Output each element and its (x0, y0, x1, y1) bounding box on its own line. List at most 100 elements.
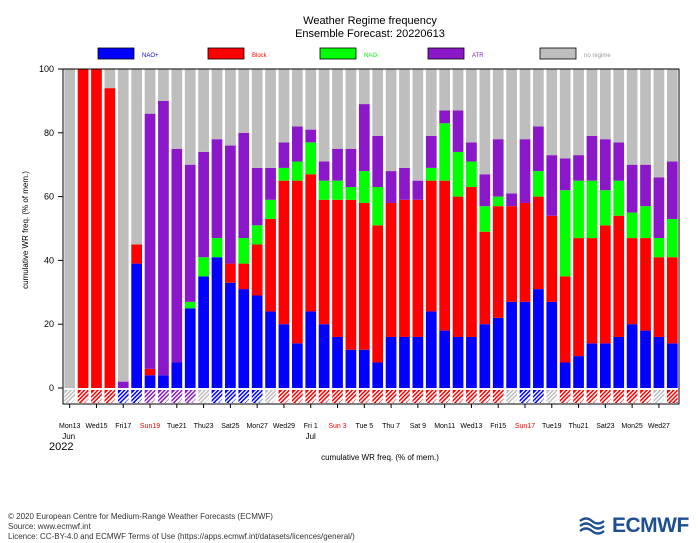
x-tick-label: Sat25 (221, 423, 239, 430)
bar-nao- (291, 161, 303, 181)
bar-nao- (425, 311, 437, 388)
x-tick-label: Wed13 (460, 423, 482, 430)
bar-atr (399, 167, 410, 200)
bar-block (318, 199, 330, 325)
bar-atr (626, 164, 638, 213)
bar-atr (144, 113, 156, 369)
bar-nao- (452, 336, 464, 388)
regime-marker (417, 389, 456, 404)
bar-atr (305, 129, 317, 143)
plot-area (55, 68, 697, 410)
bar-no-regime (519, 69, 531, 140)
bar-nao- (198, 276, 209, 388)
bar-atr (653, 177, 665, 239)
footer-copyright: © 2020 European Centre for Medium-Range … (8, 512, 273, 521)
y-axis-label: cumulative WR freq. (% of mem.) (21, 171, 30, 289)
bar-no-regime (305, 69, 317, 130)
bar-block (599, 225, 611, 344)
bar-atr (211, 139, 223, 239)
bar-atr (506, 193, 517, 207)
ecmwf-logo: ECMWF (578, 514, 689, 538)
ecmwf-wave-icon (579, 517, 605, 535)
x-axis: Mon13 Wed15 Fri17 Sun19 Tue21 Thu23 Sat25 Mon27… (49, 404, 670, 453)
bar-nao- (599, 343, 611, 388)
bar-nao- (305, 311, 317, 388)
bar-nao- (171, 362, 183, 388)
bar-atr (452, 110, 464, 152)
bar-nao- (158, 375, 169, 388)
bar-block (653, 257, 665, 337)
bar-block (372, 225, 384, 363)
bar-atr (372, 135, 384, 188)
x-tick-label: Thu21 (569, 423, 589, 430)
bar-block (291, 180, 303, 344)
bar-block (77, 69, 89, 388)
x-tick-label: Sun17 (515, 423, 535, 430)
footer-licence: Licence: CC-BY-4.0 and ECMWF Terms of Us… (8, 532, 355, 541)
bar-atr (225, 145, 236, 264)
bar-nao- (345, 187, 357, 200)
bar-atr (492, 139, 504, 197)
bar-block (399, 199, 410, 337)
bar-no-regime (345, 69, 357, 149)
bar-nao- (265, 311, 276, 388)
bar-nao- (466, 336, 477, 388)
bar-block (546, 215, 558, 302)
y-tick-label: 100 (39, 64, 54, 74)
bar-nao- (626, 212, 638, 239)
x-tick-label: Thu 7 (382, 423, 400, 430)
bar-atr (533, 126, 544, 172)
y-tick-label: 60 (44, 192, 54, 202)
legend-label: NAO- (364, 53, 379, 59)
legend: NAO+ Block NAO- ATR no regime (97, 47, 611, 60)
bar-nao- (291, 343, 303, 388)
x-axis-label: cumulative WR freq. (% of mem.) (321, 453, 439, 462)
bar-atr (599, 139, 611, 191)
x-tick-label: Sat23 (596, 423, 614, 430)
bar-atr (479, 174, 491, 207)
bar-no-regime (666, 69, 678, 162)
bar-nao- (345, 349, 357, 388)
footer: © 2020 European Centre for Medium-Range … (8, 512, 355, 542)
regime-marker (658, 389, 697, 404)
logo-text: ECMWF (612, 514, 689, 537)
bar-nao- (184, 308, 196, 388)
bar-block (412, 199, 424, 337)
bar-nao- (479, 324, 491, 388)
bar-no-regime (184, 69, 196, 165)
bar-atr (466, 142, 477, 162)
bar-atr (425, 135, 437, 168)
bar-nao- (559, 362, 571, 388)
bar-atr (345, 148, 357, 188)
bar-nao- (318, 324, 330, 388)
bar-nao- (211, 238, 223, 258)
bar-nao- (439, 123, 451, 181)
bar-nao- (425, 167, 437, 181)
bar-block (425, 180, 437, 312)
bar-no-regime (546, 69, 558, 156)
bar-nao- (519, 301, 531, 388)
bar-block (104, 88, 116, 388)
bar-no-regime (559, 69, 571, 159)
bar-no-regime (332, 69, 343, 149)
bar-no-regime (452, 69, 464, 111)
bar-nao- (198, 257, 209, 277)
bar-nao- (613, 180, 625, 216)
bar-nao- (599, 190, 611, 226)
bar-nao- (358, 349, 370, 388)
bar-nao- (144, 375, 156, 388)
bar-block (131, 244, 143, 264)
bar-atr (439, 110, 451, 124)
bar-nao- (399, 336, 410, 388)
x-tick-label: Wed27 (648, 423, 670, 430)
x-tick-label: Sun19 (140, 423, 160, 430)
bar-no-regime (653, 69, 665, 178)
bar-nao- (466, 161, 477, 188)
bar-nao- (492, 196, 504, 207)
bar-no-regime (586, 69, 598, 136)
bar-no-regime (506, 69, 517, 194)
bar-block (439, 180, 451, 331)
bar-no-regime (573, 69, 584, 156)
bar-no-regime (265, 69, 276, 168)
bar-nao- (666, 218, 678, 258)
